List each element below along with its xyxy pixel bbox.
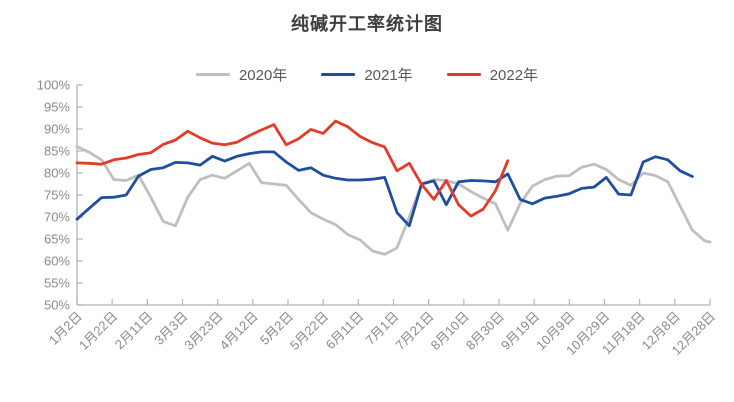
x-axis-label: 6月11日 — [323, 309, 367, 353]
x-axis-label: 8月10日 — [428, 309, 472, 353]
legend-swatch — [195, 73, 230, 76]
x-axis-label: 8月30日 — [463, 309, 507, 353]
legend: 2020年 2021年 2022年 — [0, 64, 734, 85]
x-axis-label: 9月19日 — [498, 309, 542, 353]
x-axis-label: 5月22日 — [287, 309, 331, 353]
y-axis-label: 95% — [44, 100, 70, 115]
legend-item-2021年: 2021年 — [321, 64, 413, 85]
legend-swatch — [321, 73, 356, 76]
x-axis-label: 7月21日 — [392, 309, 436, 353]
x-axis-label: 4月12日 — [217, 309, 261, 353]
x-axis-label: 3月23日 — [181, 309, 225, 353]
legend-label: 2022年 — [489, 67, 539, 84]
legend-item-2020年: 2020年 — [195, 64, 288, 85]
legend-label: 2021年 — [364, 67, 413, 84]
x-axis-label: 1月22日 — [76, 309, 120, 353]
series-line-2022年 — [75, 119, 510, 218]
y-axis-label: 90% — [44, 122, 70, 137]
y-axis-label: 80% — [44, 166, 70, 181]
y-axis-label: 50% — [44, 298, 70, 313]
x-axis-label: 2月11日 — [112, 309, 156, 353]
series-line-2020年 — [75, 145, 712, 256]
chart-title: 纯碱开工率统计图 — [291, 14, 443, 34]
y-axis-label: 65% — [44, 232, 70, 247]
y-axis-label: 85% — [44, 144, 70, 159]
series-line-2021年 — [75, 150, 694, 228]
y-axis-label: 60% — [44, 254, 70, 269]
legend-label: 2020年 — [238, 67, 288, 84]
legend-swatch — [446, 73, 481, 76]
y-axis-label: 55% — [44, 276, 70, 291]
y-axis-label: 75% — [44, 188, 70, 203]
y-axis-label: 70% — [44, 210, 70, 225]
legend-item-2022年: 2022年 — [446, 64, 539, 85]
y-axis-label: 100% — [37, 78, 71, 93]
